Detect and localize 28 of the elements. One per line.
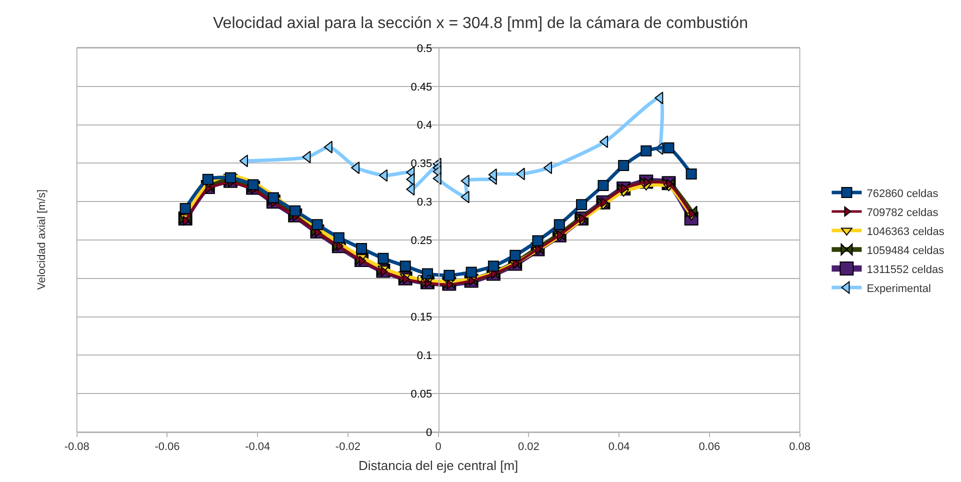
x-tick-label: 0 bbox=[435, 441, 442, 454]
y-tick-label: 0.35 bbox=[410, 158, 432, 170]
legend-label: Experimental bbox=[866, 282, 931, 295]
y-tick-label: 0 bbox=[426, 426, 432, 439]
x-tick-label: -0.08 bbox=[64, 441, 90, 454]
y-tick-label: 0.25 bbox=[410, 234, 432, 247]
x-tick-label: -0.02 bbox=[335, 441, 360, 454]
x-tick-label: 0.08 bbox=[789, 441, 810, 454]
y-axis-title: Velocidad axial [m/s] bbox=[36, 189, 48, 290]
y-tick-label: 0.05 bbox=[410, 388, 432, 400]
x-axis-title: Distancia del eje central [m] bbox=[358, 458, 518, 473]
legend-label: 762860 celdas bbox=[866, 188, 939, 200]
x-tick-label: -0.06 bbox=[154, 441, 180, 454]
x-tick-label: 0.02 bbox=[518, 441, 540, 454]
chart-title: Velocidad axial para la sección x = 304.8 [mm] de la cámara de combustión bbox=[213, 15, 748, 32]
legend-label: 1059484 celdas bbox=[866, 244, 945, 257]
y-tick-label: 0.5 bbox=[416, 42, 432, 55]
y-tick-label: 0.45 bbox=[410, 81, 432, 94]
legend-label: 709782 celdas bbox=[866, 206, 939, 219]
x-tick-label: 0.06 bbox=[698, 441, 720, 454]
y-tick-label: 0.3 bbox=[416, 196, 432, 208]
x-tick-label: -0.04 bbox=[245, 441, 270, 454]
y-tick-label: 0.4 bbox=[416, 120, 432, 132]
legend-label: 1046363 celdas bbox=[866, 226, 945, 238]
legend-label: 1311552 celdas bbox=[866, 264, 944, 276]
y-tick-label: 0.1 bbox=[416, 350, 432, 362]
x-tick-label: 0.04 bbox=[608, 441, 630, 454]
y-tick-label: 0.15 bbox=[410, 312, 432, 324]
